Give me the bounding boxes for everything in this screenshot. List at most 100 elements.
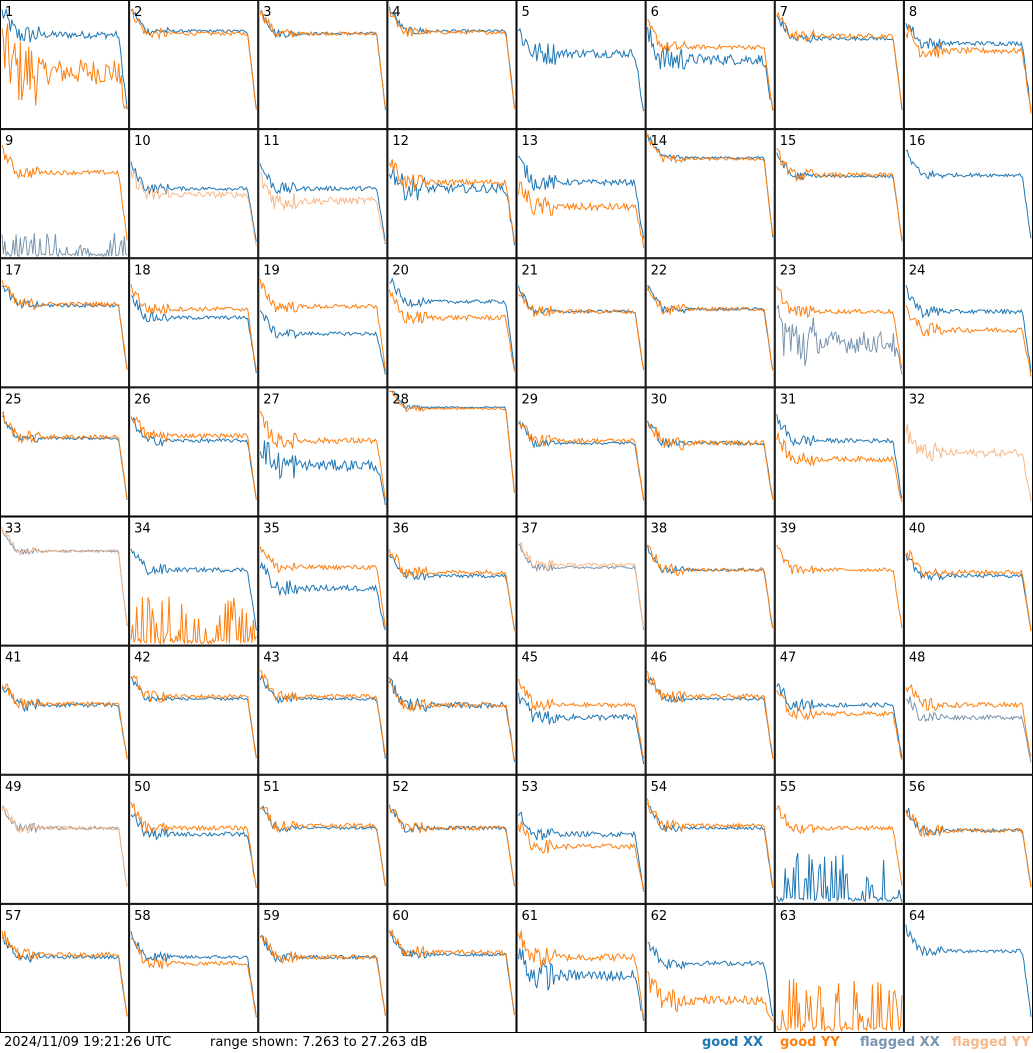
panel-frame <box>903 516 1033 646</box>
panel-1: 1 <box>0 0 130 130</box>
trace-xx <box>259 310 386 375</box>
trace-xx <box>518 155 645 239</box>
trace-yy <box>776 690 903 761</box>
trace-yy <box>518 181 645 249</box>
panel-21: 21 <box>516 258 646 388</box>
trace-yy <box>905 305 1032 377</box>
panel-frame <box>516 258 646 388</box>
panel-label: 27 <box>263 392 280 407</box>
panel-55: 55 <box>774 774 904 904</box>
panel-31: 31 <box>774 387 904 517</box>
trace-xx <box>905 696 1032 763</box>
trace-xx <box>1 805 128 886</box>
trace-yy <box>389 390 515 493</box>
panel-label: 26 <box>134 392 151 407</box>
trace-yy <box>388 7 515 110</box>
panel-frame <box>903 0 1033 130</box>
panel-32: 32 <box>903 387 1033 517</box>
trace-xx <box>518 27 645 112</box>
trace-xx <box>776 304 903 375</box>
panel-frame <box>903 774 1033 904</box>
panel-label: 1 <box>5 5 13 20</box>
panel-50: 50 <box>129 774 259 904</box>
panel-label: 13 <box>522 134 539 149</box>
panel-51: 51 <box>258 774 388 904</box>
panel-frame <box>129 645 259 775</box>
panel-59: 59 <box>258 903 388 1033</box>
trace-xx <box>776 853 903 903</box>
panel-label: 25 <box>5 392 22 407</box>
trace-xx <box>259 674 386 759</box>
panel-label: 7 <box>780 5 788 20</box>
panel-47: 47 <box>774 645 904 775</box>
panel-37: 37 <box>516 516 646 646</box>
trace-yy <box>259 546 386 628</box>
panel-label: 45 <box>522 651 539 666</box>
trace-yy <box>776 286 903 369</box>
trace-yy <box>1 930 128 1017</box>
panel-23: 23 <box>774 258 904 388</box>
panel-label: 37 <box>522 522 539 537</box>
trace-yy <box>647 19 774 111</box>
trace-yy <box>259 410 386 501</box>
panel-label: 16 <box>909 134 926 149</box>
panel-11: 11 <box>258 129 388 259</box>
panel-19: 19 <box>258 258 388 388</box>
panel-frame <box>129 387 259 517</box>
trace-yy <box>518 930 645 1017</box>
panel-label: 5 <box>522 5 530 20</box>
panel-frame <box>516 129 646 259</box>
trace-yy <box>130 674 257 759</box>
timestamp: 2024/11/09 19:21:26 UTC <box>4 1035 172 1050</box>
trace-yy <box>905 24 1032 114</box>
trace-yy <box>1 145 128 241</box>
panel-36: 36 <box>387 516 517 646</box>
panel-label: 60 <box>392 909 409 924</box>
panel-30: 30 <box>645 387 775 517</box>
trace-yy <box>647 133 774 236</box>
panel-label: 15 <box>780 134 797 149</box>
trace-xx <box>647 676 774 758</box>
panel-label: 9 <box>5 134 13 149</box>
panel-54: 54 <box>645 774 775 904</box>
trace-xx <box>389 277 515 370</box>
panel-26: 26 <box>129 387 259 517</box>
trace-yy <box>518 820 645 892</box>
trace-xx <box>1 232 128 258</box>
panel-frame <box>387 645 517 775</box>
panel-frame <box>516 387 646 517</box>
panel-label: 33 <box>5 522 22 537</box>
panel-label: 3 <box>263 5 271 20</box>
panel-10: 10 <box>129 129 259 259</box>
panel-58: 58 <box>129 903 259 1033</box>
trace-yy <box>130 938 257 1017</box>
panel-label: 52 <box>392 780 409 795</box>
panel-2: 2 <box>129 0 259 130</box>
trace-xx <box>905 23 1032 111</box>
legend-flagged-yy: flagged YY <box>952 1035 1031 1050</box>
panel-frame <box>903 903 1033 1033</box>
panel-41: 41 <box>0 645 130 775</box>
trace-yy <box>388 676 515 760</box>
trace-xx <box>259 440 386 506</box>
panel-44: 44 <box>387 645 517 775</box>
panel-29: 29 <box>516 387 646 517</box>
panel-frame <box>645 774 775 904</box>
panel-label: 59 <box>263 909 280 924</box>
trace-yy <box>776 978 903 1033</box>
panel-frame <box>258 774 388 904</box>
panel-64: 64 <box>903 903 1033 1033</box>
panel-label: 42 <box>134 651 151 666</box>
trace-yy <box>130 8 257 110</box>
panel-62: 62 <box>645 903 775 1033</box>
trace-xx <box>905 553 1032 631</box>
panel-label: 12 <box>392 134 409 149</box>
panel-label: 43 <box>263 651 280 666</box>
trace-yy <box>518 291 645 370</box>
trace-xx <box>130 416 257 500</box>
panel-frame <box>903 387 1033 517</box>
panel-frame <box>645 516 775 646</box>
panel-28: 28 <box>387 387 517 517</box>
